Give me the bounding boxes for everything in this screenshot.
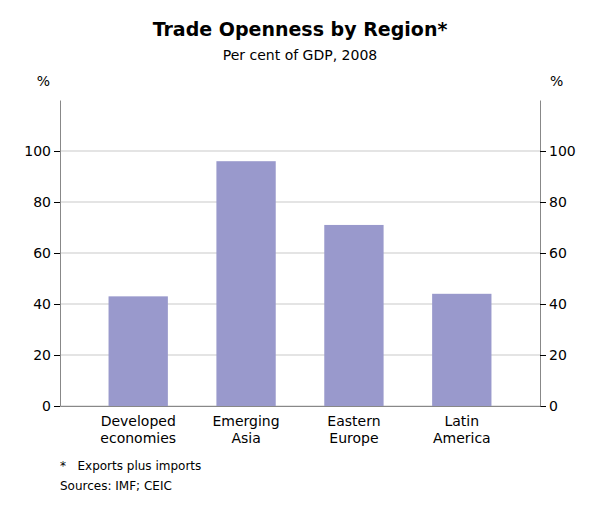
tick-label-line: Europe	[329, 430, 378, 446]
bars	[109, 161, 492, 406]
tick-mark	[54, 151, 60, 152]
tick: 40	[540, 296, 567, 312]
y2-axis-label: %	[550, 73, 563, 89]
tick-mark	[540, 355, 546, 356]
tick: 20	[33, 347, 60, 363]
tick-label: 60	[549, 245, 567, 261]
tick-mark	[54, 253, 60, 254]
grid-line	[60, 253, 540, 254]
bar	[432, 294, 491, 406]
title: Trade Openness by Region*	[153, 18, 448, 40]
tick-label-line: economies	[100, 430, 176, 446]
tick-mark	[54, 355, 60, 356]
tick-label-line: Asia	[231, 430, 260, 446]
y2-axis: 0 20 40 60 80 100	[540, 101, 576, 414]
tick: 80	[33, 194, 60, 210]
tick-mark	[540, 151, 546, 152]
tick-label: 0	[42, 398, 51, 414]
grid-line	[60, 202, 540, 203]
subtitle: Per cent of GDP, 2008	[223, 47, 377, 63]
y-axis: 0 20 40 60 80 100	[24, 101, 60, 414]
footnotes: * Exports plus imports Sources: IMF; CEIC	[60, 459, 201, 493]
tick: 80	[540, 194, 567, 210]
footnote: Sources: IMF; CEIC	[60, 479, 172, 493]
footnote: * Exports plus imports	[60, 459, 201, 473]
bar	[324, 225, 383, 406]
tick-label: 40	[549, 296, 567, 312]
axis-line	[60, 101, 61, 407]
tick-label-line: Latin	[444, 413, 479, 429]
tick-mark	[540, 253, 546, 254]
tick-mark	[540, 406, 546, 407]
tick: EmergingAsia	[212, 413, 279, 446]
tick-label: 0	[549, 398, 558, 414]
tick: Developedeconomies	[100, 413, 176, 446]
tick: EasternEurope	[327, 413, 380, 446]
tick-label: 40	[33, 296, 51, 312]
tick-mark	[54, 202, 60, 203]
tick-label-line: America	[433, 430, 491, 446]
tick-label: 100	[24, 143, 51, 159]
tick: 40	[33, 296, 60, 312]
tick-mark	[54, 406, 60, 407]
bar	[216, 161, 275, 406]
tick-label-line: Emerging	[212, 413, 279, 429]
tick-mark	[540, 304, 546, 305]
tick-label: 100	[549, 143, 576, 159]
tick-label: 80	[33, 194, 51, 210]
tick: 60	[33, 245, 60, 261]
tick-label: LatinAmerica	[433, 413, 491, 446]
tick: 20	[540, 347, 567, 363]
tick-label: 20	[33, 347, 51, 363]
tick: 100	[24, 143, 60, 159]
tick-label: 80	[549, 194, 567, 210]
tick: 100	[540, 143, 576, 159]
bar	[109, 296, 168, 406]
tick-label: 60	[33, 245, 51, 261]
chart: 0 20 40 60 80 100 0 20 40 60 80 100 Developedeconomi…	[0, 0, 600, 521]
tick-label: EasternEurope	[327, 413, 380, 446]
tick-mark	[54, 304, 60, 305]
tick-label: EmergingAsia	[212, 413, 279, 446]
grid-line	[60, 151, 540, 152]
tick-label-line: Eastern	[327, 413, 380, 429]
axis-line	[61, 406, 541, 407]
grid	[60, 151, 540, 406]
tick: LatinAmerica	[433, 413, 491, 446]
tick-label: 20	[549, 347, 567, 363]
tick: 60	[540, 245, 567, 261]
x-axis: Developedeconomies EmergingAsia EasternEur…	[61, 407, 541, 446]
tick-mark	[540, 202, 546, 203]
tick: 0	[42, 398, 60, 414]
y-axis-label: %	[37, 73, 50, 89]
tick: 0	[540, 398, 558, 414]
tick-label: Developedeconomies	[100, 413, 176, 446]
tick-label-line: Developed	[101, 413, 176, 429]
